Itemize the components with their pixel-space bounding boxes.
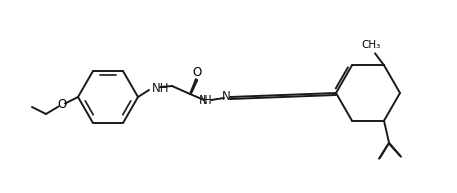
Text: H: H xyxy=(202,95,212,108)
Text: O: O xyxy=(58,98,67,112)
Text: N: N xyxy=(199,95,207,108)
Text: N: N xyxy=(222,91,230,103)
Text: NH: NH xyxy=(152,82,170,96)
Text: O: O xyxy=(192,65,202,79)
Text: CH₃: CH₃ xyxy=(361,40,381,50)
